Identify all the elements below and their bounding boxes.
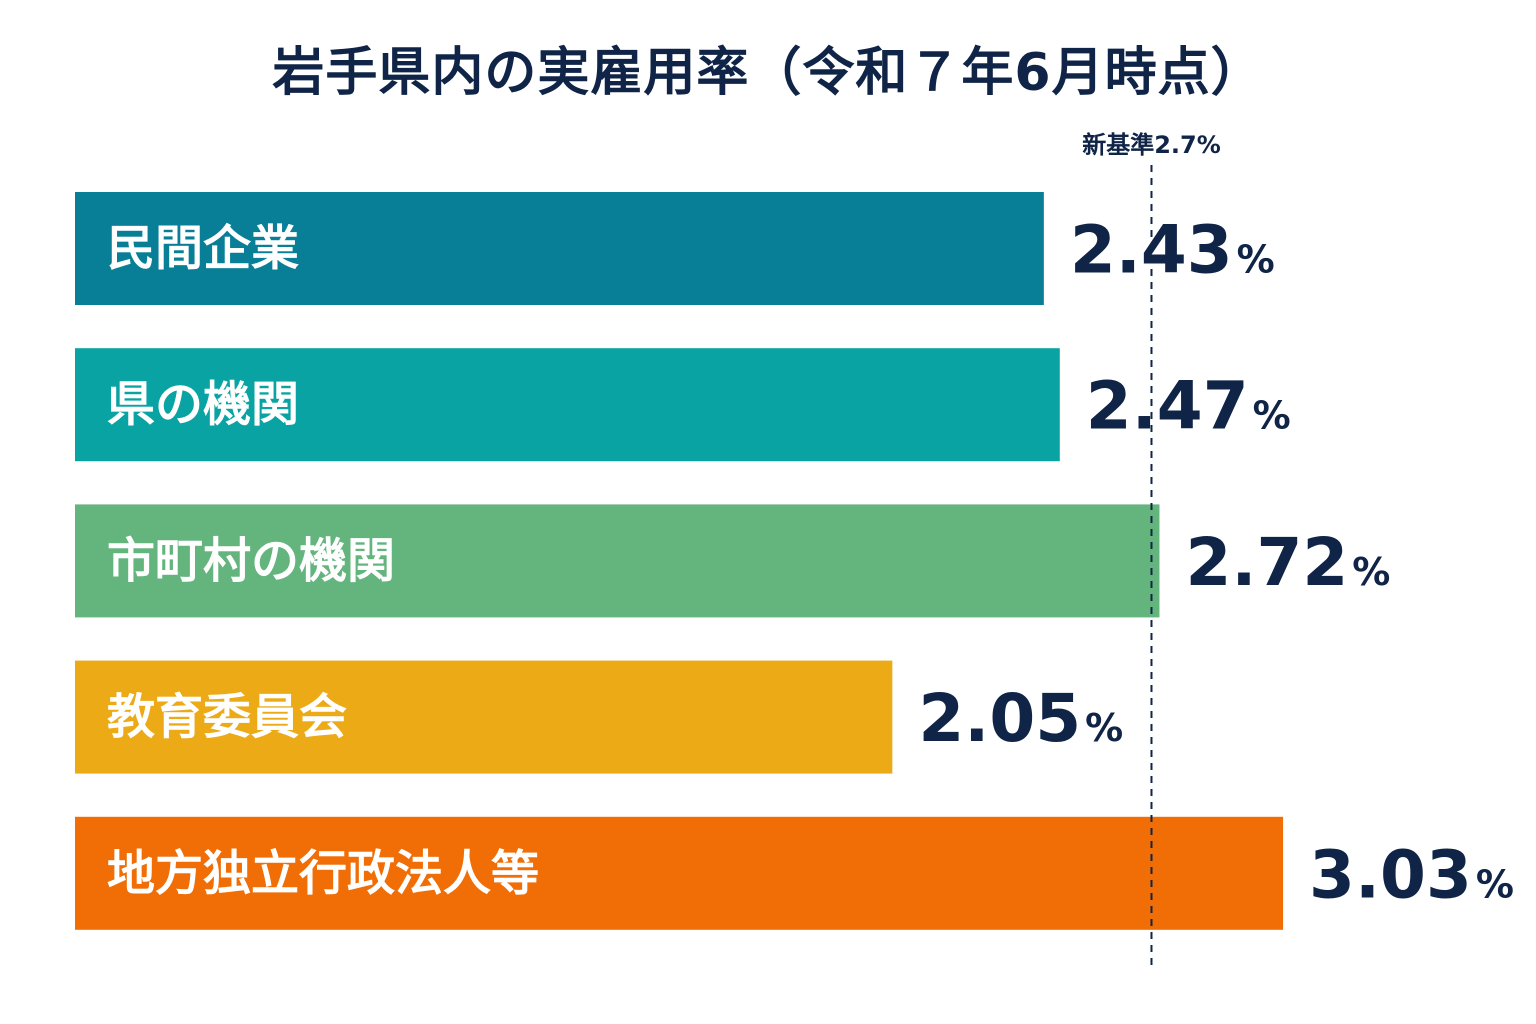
bar-label-5: 地方独立行政法人等	[107, 845, 539, 901]
bar-1	[75, 192, 1044, 305]
value-label-4: 2.05%	[918, 680, 1123, 757]
bar-label-3: 市町村の機関	[107, 533, 395, 589]
bar-2	[75, 348, 1060, 462]
bar-label-4: 教育委員会	[107, 689, 347, 745]
reference-line-label: 新基準2.7%	[1082, 131, 1221, 159]
value-unit-4: %	[1085, 706, 1123, 750]
value-label-1: 2.43%	[1070, 212, 1275, 289]
bar-3	[75, 504, 1160, 618]
value-unit-3: %	[1352, 550, 1390, 594]
value-number-5: 3.03	[1309, 836, 1472, 913]
value-number-4: 2.05	[918, 680, 1081, 757]
value-label-3: 2.72%	[1185, 524, 1390, 601]
bar-label-2: 県の機関	[107, 377, 299, 433]
value-unit-2: %	[1253, 394, 1291, 438]
value-unit-5: %	[1476, 862, 1514, 906]
value-unit-1: %	[1237, 238, 1275, 282]
value-label-2: 2.47%	[1086, 368, 1291, 445]
bar-4	[75, 660, 893, 774]
value-number-2: 2.47	[1086, 368, 1249, 445]
chart-title: 岩手県内の実雇用率（令和７年6月時点）	[272, 43, 1264, 103]
value-label-5: 3.03%	[1309, 836, 1514, 913]
value-number-3: 2.72	[1185, 524, 1348, 601]
bar-5	[75, 816, 1284, 930]
bar-label-1: 民間企業	[107, 221, 299, 277]
